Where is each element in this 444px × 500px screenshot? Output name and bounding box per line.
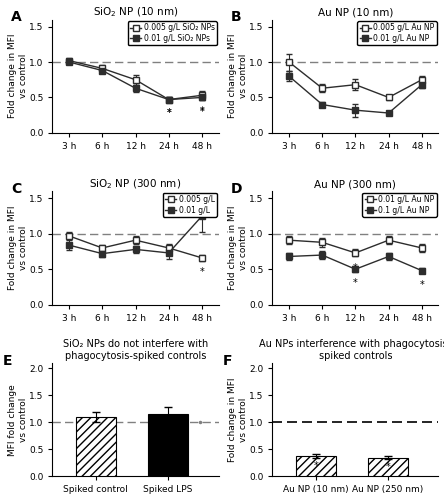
Y-axis label: Fold change in MFI
vs control: Fold change in MFI vs control — [228, 34, 248, 118]
Text: D: D — [231, 182, 242, 196]
Legend: 0.005 g/L, 0.01 g/L: 0.005 g/L, 0.01 g/L — [163, 193, 217, 217]
Title: SiO$_2$ NP (10 nm): SiO$_2$ NP (10 nm) — [93, 6, 178, 19]
Title: SiO₂ NPs do not interfere with
phagocytosis-spiked controls: SiO₂ NPs do not interfere with phagocyto… — [63, 340, 208, 361]
Y-axis label: Fold change in MFI
vs control: Fold change in MFI vs control — [228, 206, 248, 290]
Text: *: * — [166, 108, 171, 118]
Text: *: * — [199, 106, 204, 117]
Y-axis label: MFI fold change
vs control: MFI fold change vs control — [8, 384, 28, 456]
Text: *: * — [199, 106, 204, 116]
Bar — [76, 417, 115, 476]
Bar — [296, 456, 336, 476]
Text: *: * — [385, 462, 390, 472]
Text: *: * — [313, 461, 318, 471]
Text: *: * — [353, 278, 358, 288]
Legend: 0.005 g/L SiO₂ NPs, 0.01 g/L SiO₂ NPs: 0.005 g/L SiO₂ NPs, 0.01 g/L SiO₂ NPs — [128, 21, 217, 45]
Text: F: F — [222, 354, 232, 368]
Legend: 0.01 g/L Au NP, 0.1 g/L Au NP: 0.01 g/L Au NP, 0.1 g/L Au NP — [362, 193, 437, 217]
Text: E: E — [3, 354, 12, 368]
Text: C: C — [11, 182, 21, 196]
Y-axis label: Fold change in MFI
vs control: Fold change in MFI vs control — [228, 378, 248, 462]
Y-axis label: Fold change in MFI
vs control: Fold change in MFI vs control — [8, 34, 28, 118]
Text: *: * — [199, 267, 204, 277]
Title: SiO$_2$ NP (300 nm): SiO$_2$ NP (300 nm) — [89, 178, 182, 191]
Title: Au NP (300 nm): Au NP (300 nm) — [314, 179, 396, 189]
Y-axis label: Fold change in MFI
vs control: Fold change in MFI vs control — [8, 206, 28, 290]
Text: *: * — [353, 263, 358, 273]
Bar — [148, 414, 188, 476]
Title: Au NP (10 nm): Au NP (10 nm) — [318, 8, 393, 18]
Bar — [368, 458, 408, 476]
Text: B: B — [231, 10, 242, 24]
Text: A: A — [11, 10, 22, 24]
Text: *: * — [166, 108, 171, 118]
Title: Au NPs interference with phagocytosis-
spiked controls: Au NPs interference with phagocytosis- s… — [259, 340, 444, 361]
Legend: 0.005 g/L Au NP, 0.01 g/L Au NP: 0.005 g/L Au NP, 0.01 g/L Au NP — [357, 21, 437, 45]
Text: *: * — [420, 280, 424, 290]
